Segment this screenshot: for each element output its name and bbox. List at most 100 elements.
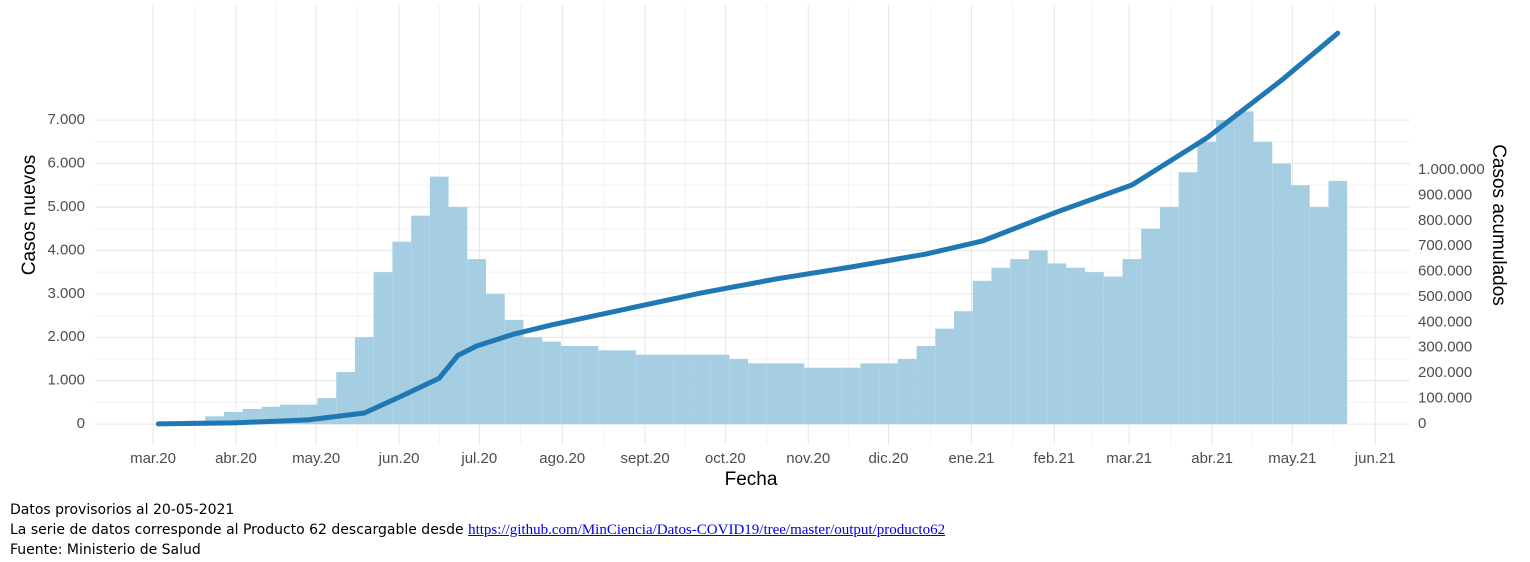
bar [991,267,1011,425]
bar [1253,141,1273,425]
x-tick-label: mar.20 [130,450,176,467]
x-tick-label: jul.20 [460,450,497,467]
bar [1066,267,1086,425]
bar [560,345,580,425]
y2-tick-label: 100.000 [1418,390,1472,407]
bar [205,416,224,425]
x-tick-label: jun.20 [378,450,420,467]
bar [485,293,505,425]
note-text: La serie de datos corresponde al Product… [10,522,464,538]
y-tick-label: 5.000 [47,198,85,215]
x-tick-label: nov.20 [786,450,830,467]
bar [1234,111,1254,425]
bar [448,206,468,425]
y2-tick-label: 1.000.000 [1418,161,1485,178]
y2-axis-title: Casos acumulados [1488,144,1509,306]
y2-tick-label: 400.000 [1418,313,1472,330]
bar [542,341,561,425]
bar [785,363,805,425]
bar [1272,163,1291,425]
bar [1028,250,1048,425]
y2-tick-label: 800.000 [1418,212,1472,229]
chart: 0 1.000 2.000 3.000 4.000 5.000 6.000 7.000 mar.… [19,5,1509,490]
bar [954,311,973,425]
note: Datos provisorios al 20-05-2021 [10,502,235,518]
x-tick-label: abr.21 [1191,450,1233,467]
bar [691,354,711,425]
x-tick-label: sept.20 [621,450,670,467]
bar [1309,206,1329,425]
y2-tick-label: 200.000 [1418,364,1472,381]
bar [617,350,636,425]
y-tick-label: 3.000 [47,285,85,302]
bar [879,363,898,425]
x-tick-label: may.21 [1268,450,1316,467]
bar [822,367,842,425]
bar [729,358,749,425]
bar [766,363,786,425]
note: Fuente: Ministerio de Salud [10,542,201,558]
y2-tick-label: 600.000 [1418,263,1472,280]
x-axis-title: Fecha [725,469,778,490]
x-tick-label: dic.20 [868,450,908,467]
bar [354,337,374,425]
bar [1216,120,1235,425]
bar [598,350,618,425]
y-tick-label: 7.000 [47,111,85,128]
cumulative-line [155,30,1341,427]
bar [411,215,430,425]
x-tick-label: oct.20 [705,450,746,467]
bar [804,367,823,425]
x-tick-label: ago.20 [539,450,585,467]
y-tick-label: 0 [77,415,85,432]
bar [467,259,486,425]
bar [635,354,655,425]
bar [1328,180,1348,425]
y2-tick-label: 0 [1418,415,1426,432]
bar [523,337,543,425]
bar [1122,259,1142,425]
x-tick-label: may.20 [292,450,340,467]
bar [373,272,393,425]
bar [972,280,992,425]
bar [1290,185,1310,425]
link[interactable]: https://github.com/MinCiencia/Datos-COVI… [468,522,946,538]
notes: Datos provisorios al 20-05-2021 La serie… [10,500,945,560]
bar [916,345,936,425]
bar [579,345,599,425]
bar [841,367,861,425]
bar [654,354,674,425]
bar [1103,276,1123,425]
y-tick-label: 4.000 [47,241,85,258]
bar [1085,272,1104,425]
bar [1159,206,1179,425]
x-tick-label: ene.21 [948,450,994,467]
bar [673,354,692,425]
y-tick-label: 2.000 [47,328,85,345]
y-tick-label: 6.000 [47,155,85,172]
bar [1010,259,1029,425]
bar [935,328,955,425]
bar [504,319,524,425]
bar [1047,263,1067,425]
bar [1197,141,1217,425]
y-tick-label: 1.000 [47,372,85,389]
note: La serie de datos corresponde al Product… [10,520,945,540]
x-tick-label: abr.20 [215,450,257,467]
x-tick-label: mar.21 [1106,450,1152,467]
bar [748,363,767,425]
x-tick-label: feb.21 [1033,450,1075,467]
bar [1141,228,1160,425]
y-axis-title: Casos nuevos [19,155,40,275]
bar [710,354,730,425]
bar [860,363,880,425]
y2-tick-label: 300.000 [1418,339,1472,356]
bar [1178,172,1198,425]
bar [429,176,449,425]
y2-tick-label: 700.000 [1418,237,1472,254]
bar [897,358,917,425]
y2-tick-label: 500.000 [1418,288,1472,305]
x-tick-label: jun.21 [1354,450,1396,467]
bar [336,372,355,425]
